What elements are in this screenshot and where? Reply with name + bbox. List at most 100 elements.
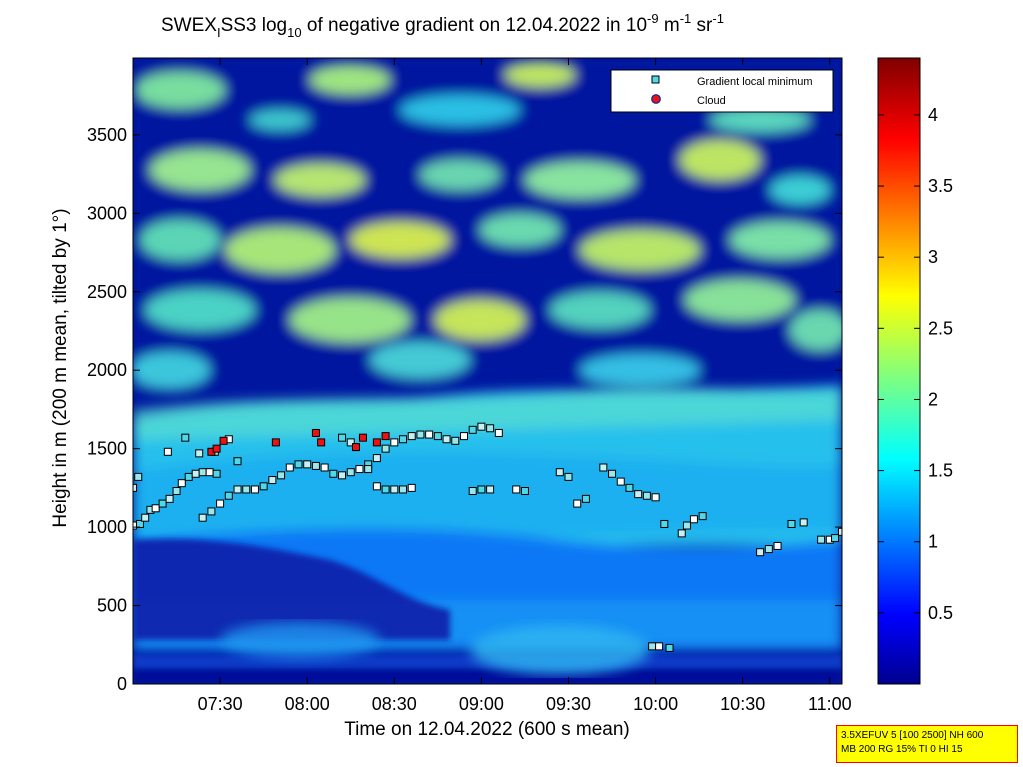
legend-marker-gradient-min	[651, 75, 660, 84]
x-axis-label: Time on 12.04.2022 (600 s mean)	[344, 719, 630, 740]
y-tick-label: 0	[117, 674, 127, 694]
colorbar-tick-label: 3.5	[928, 176, 953, 196]
gradient-minimum-marker	[817, 535, 826, 544]
y-axis: 0 500 1000 1500 2000 2500 3000 3500	[87, 125, 842, 694]
x-tick-label: 10:00	[633, 694, 678, 714]
gradient-minimum-marker	[442, 435, 451, 444]
gradient-minimum-marker	[285, 463, 294, 472]
y-tick-label: 3500	[87, 125, 127, 145]
gradient-minimum-marker	[486, 485, 495, 494]
gradient-minimum-marker	[205, 468, 214, 477]
legend-marker-cloud	[651, 94, 661, 104]
gradient-minimum-marker	[355, 465, 364, 474]
legend-label-gradient-min: Gradient local minimum	[697, 76, 813, 88]
gradient-minimum-marker	[390, 438, 399, 447]
gradient-minimum-marker	[198, 513, 207, 522]
legend: Gradient local minimum Cloud	[610, 69, 834, 113]
gradient-minimum-marker	[433, 432, 442, 441]
gradient-minimum-marker	[660, 519, 669, 528]
gradient-minimum-marker	[191, 469, 200, 478]
y-tick-label: 1500	[87, 439, 127, 459]
gradient-minimum-marker	[277, 471, 286, 480]
gradient-minimum-marker	[338, 433, 347, 442]
gradient-minimum-marker	[224, 491, 233, 500]
gradient-minimum-marker	[195, 449, 204, 458]
gradient-minimum-marker	[425, 430, 434, 439]
gradient-minimum-marker	[158, 499, 167, 508]
gradient-minimum-marker	[625, 483, 634, 492]
gradient-minimum-marker	[381, 444, 390, 453]
colorbar-tick-label: 0.5	[928, 603, 953, 623]
gradient-minimum-marker	[764, 545, 773, 554]
gradient-minimum-marker	[468, 487, 477, 496]
gradient-minimum-marker	[677, 529, 686, 538]
y-axis-label: Height in m (200 m mean, tilted by 1°)	[50, 208, 71, 527]
gradient-minimum-marker	[486, 424, 495, 433]
x-tick-label: 09:30	[546, 694, 591, 714]
gradient-minimum-marker	[250, 485, 259, 494]
gradient-minimum-marker	[311, 461, 320, 470]
gradient-minimum-marker	[233, 457, 242, 466]
gradient-minimum-marker	[773, 541, 782, 550]
gradient-minimum-marker	[399, 435, 408, 444]
x-tick-label: 08:30	[372, 694, 417, 714]
chart-title: SWEXISS3 log10 of negative gradient on 1…	[161, 11, 724, 40]
cloud-marker	[212, 444, 221, 453]
gradient-minimum-marker	[181, 433, 190, 442]
cloud-marker	[219, 436, 228, 445]
marker-layer	[133, 422, 842, 652]
gradient-minimum-marker	[212, 469, 221, 478]
cloud-marker	[317, 438, 326, 447]
gradient-minimum-marker	[329, 469, 338, 478]
gradient-minimum-marker	[689, 515, 698, 524]
plot-frame	[132, 57, 843, 685]
gradient-minimum-marker	[346, 468, 355, 477]
colorbar-tick-label: 1.5	[928, 461, 953, 481]
gradient-minimum-marker	[787, 519, 796, 528]
gradient-minimum-marker	[634, 490, 643, 499]
colorbar-ticks: 0.5 1 1.5 2 2.5 3 3.5 4	[878, 105, 953, 623]
y-tick-label: 500	[97, 596, 127, 616]
y-tick-label: 1000	[87, 517, 127, 537]
gradient-minimum-marker	[451, 436, 460, 445]
gradient-minimum-marker	[165, 494, 174, 503]
gradient-minimum-marker	[141, 513, 150, 522]
gradient-minimum-marker	[303, 460, 312, 469]
heatmap-field	[133, 58, 842, 684]
gradient-minimum-marker	[320, 463, 329, 472]
cloud-marker	[381, 432, 390, 441]
gradient-minimum-marker	[608, 469, 617, 478]
gradient-minimum-marker	[555, 468, 564, 477]
gradient-minimum-marker	[134, 472, 143, 481]
gradient-minimum-marker	[372, 482, 381, 491]
gradient-minimum-marker	[655, 642, 664, 651]
x-tick-label: 09:00	[459, 694, 504, 714]
gradient-minimum-marker	[233, 485, 242, 494]
gradient-minimum-marker	[198, 468, 207, 477]
x-tick-label: 07:30	[198, 694, 243, 714]
gradient-minimum-marker	[520, 487, 529, 496]
gradient-minimum-marker	[390, 485, 399, 494]
gradient-minimum-marker	[407, 483, 416, 492]
gradient-minimum-marker	[177, 479, 186, 488]
gradient-minimum-marker	[799, 518, 808, 527]
gradient-minimum-marker	[599, 463, 608, 472]
x-tick-label: 08:00	[285, 694, 330, 714]
gradient-minimum-marker	[831, 534, 840, 543]
gradient-minimum-marker	[399, 485, 408, 494]
gradient-minimum-marker	[216, 499, 225, 508]
gradient-minimum-marker	[346, 438, 355, 447]
legend-box	[610, 69, 834, 113]
gradient-minimum-marker	[338, 471, 347, 480]
cloud-marker	[271, 438, 280, 447]
gradient-minimum-marker	[581, 494, 590, 503]
gradient-minimum-marker	[459, 432, 468, 441]
gradient-minimum-marker	[838, 527, 842, 536]
y-tick-label: 2000	[87, 360, 127, 380]
gradient-minimum-marker	[642, 491, 651, 500]
gradient-minimum-marker	[648, 642, 657, 651]
gradient-minimum-marker	[364, 465, 373, 474]
x-tick-label: 11:00	[808, 694, 852, 714]
gradient-minimum-marker	[665, 643, 674, 652]
